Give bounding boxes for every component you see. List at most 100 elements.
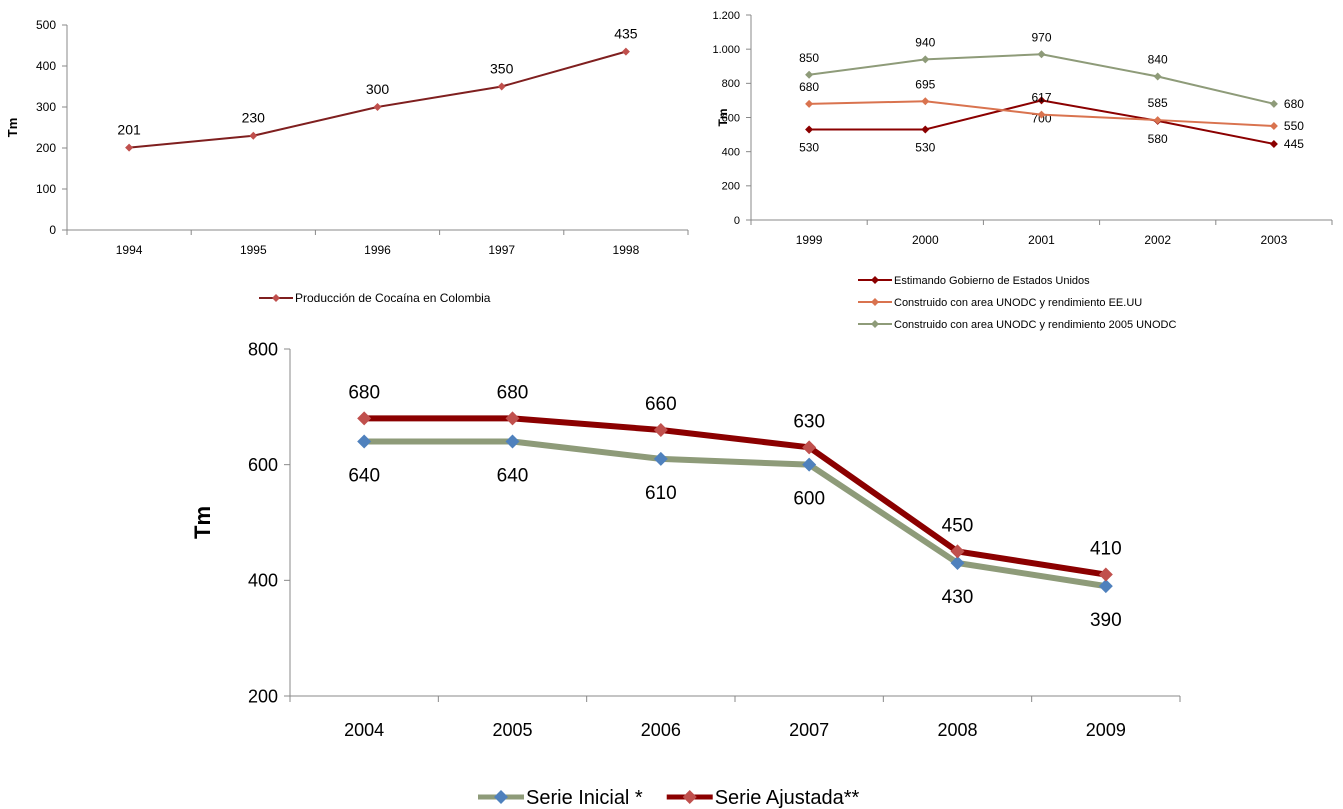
data-point xyxy=(1098,567,1113,582)
legend-swatch-marker xyxy=(272,294,280,302)
series-3: 850 940 970 840 680 xyxy=(799,30,1304,111)
data-point xyxy=(505,434,520,449)
data-label: 840 xyxy=(1148,53,1168,67)
series-line xyxy=(364,415,1107,578)
y-tick-label: 200 xyxy=(248,686,278,706)
data-point xyxy=(950,544,965,559)
y-tick-label: 800 xyxy=(248,339,278,359)
x-tick-label: 1996 xyxy=(364,243,391,257)
y-tick-label: 200 xyxy=(36,141,56,155)
legend-item: Estimando Gobierno de Estados Unidos xyxy=(858,275,1090,287)
legend: Producción de Cocaína en Colombia xyxy=(259,291,491,305)
x-tick-label: 2003 xyxy=(1261,233,1288,247)
y-tick-label: 300 xyxy=(36,100,56,114)
data-label: 680 xyxy=(497,382,529,403)
data-label: 970 xyxy=(1031,30,1051,44)
data-point xyxy=(1037,96,1046,105)
series-1: 530530700580445 xyxy=(799,96,1304,154)
data-label: 530 xyxy=(799,140,819,154)
legend-swatch-marker xyxy=(494,790,508,804)
data-point xyxy=(1269,139,1278,148)
data-point xyxy=(249,131,258,140)
legend-item: Serie Ajustada** xyxy=(666,787,859,809)
y-tick-label: 600 xyxy=(248,455,278,475)
x-tick-label: 2006 xyxy=(641,720,681,740)
y-tick-label: 400 xyxy=(248,571,278,591)
legend-item: Producción de Cocaína en Colombia xyxy=(259,291,491,305)
data-point xyxy=(1153,116,1162,125)
data-point xyxy=(921,55,930,64)
x-tick-label: 2004 xyxy=(344,720,384,740)
x-tick-label: 2001 xyxy=(1028,233,1055,247)
x-tick-label: 2008 xyxy=(937,720,977,740)
legend-item: Construido con area UNODC y rendimiento … xyxy=(858,297,1142,309)
data-label: 390 xyxy=(1090,610,1122,631)
data-label: 680 xyxy=(1284,97,1304,111)
data-label: 640 xyxy=(348,466,380,487)
data-point xyxy=(1269,122,1278,131)
y-tick-label: 400 xyxy=(722,147,740,159)
y-tick-label: 600 xyxy=(722,112,740,124)
series-1: 201 230 300 350 435 xyxy=(117,26,638,152)
data-label: 580 xyxy=(1148,132,1168,146)
data-point xyxy=(1037,110,1046,119)
y-tick-label: 0 xyxy=(734,215,740,227)
legend-swatch-marker xyxy=(682,790,697,804)
data-point xyxy=(125,143,134,152)
data-point xyxy=(653,422,668,437)
data-label: 680 xyxy=(348,382,380,403)
y-tick-label: 0 xyxy=(49,223,56,237)
data-point xyxy=(505,411,520,426)
data-point xyxy=(653,451,668,466)
y-tick-label: 500 xyxy=(36,18,56,32)
legend-label: Construido con area UNODC y rendimiento … xyxy=(894,297,1142,309)
data-point xyxy=(1153,72,1162,81)
data-point xyxy=(805,99,814,108)
data-point xyxy=(1269,99,1278,108)
data-label: 610 xyxy=(645,483,677,504)
legend-item: Construido con area UNODC y rendimiento … xyxy=(858,319,1177,331)
legend-swatch-marker xyxy=(871,276,879,284)
data-label: 850 xyxy=(799,51,819,65)
x-tick-label: 1997 xyxy=(488,243,515,257)
data-point xyxy=(1037,50,1046,59)
data-label: 435 xyxy=(614,26,638,42)
y-axis-title: Tm xyxy=(716,109,730,127)
data-point xyxy=(802,440,817,455)
data-label: 940 xyxy=(915,35,935,49)
chart-2: 0 200 400 600 800 1.000 1.200 1999 2000 2001 2002 2… xyxy=(712,10,1333,331)
legend: Estimando Gobierno de Estados Unidos Cons… xyxy=(858,275,1177,331)
data-label: 445 xyxy=(1284,137,1304,151)
series-2: 680 680 660 630 450 410 xyxy=(348,382,1122,582)
data-label: 617 xyxy=(1031,91,1051,105)
chart-3: 200 400 600 800 2004 2005 2006 2007 2008 2009 Tm 64… xyxy=(190,339,1181,809)
series-1: 640 640 610 600 430 390 xyxy=(348,434,1122,631)
legend-label: Producción de Cocaína en Colombia xyxy=(295,291,491,305)
series-line xyxy=(364,438,1107,590)
legend-swatch-marker xyxy=(871,298,879,306)
data-label: 530 xyxy=(915,140,935,154)
data-label: 430 xyxy=(942,587,974,608)
y-tick-label: 1.200 xyxy=(712,10,740,22)
data-point xyxy=(497,82,506,91)
data-point xyxy=(1098,579,1113,594)
x-tick-label: 1998 xyxy=(613,243,640,257)
data-point xyxy=(802,457,817,472)
data-label: 600 xyxy=(793,489,825,510)
data-label: 350 xyxy=(490,61,514,77)
data-point xyxy=(357,434,372,449)
legend-label: Estimando Gobierno de Estados Unidos xyxy=(894,275,1090,287)
data-point xyxy=(357,411,372,426)
x-tick-label: 2002 xyxy=(1144,233,1171,247)
y-tick-label: 800 xyxy=(722,78,740,90)
legend-label: Construido con area UNODC y rendimiento … xyxy=(894,319,1177,331)
data-label: 230 xyxy=(242,110,266,126)
y-tick-label: 200 xyxy=(722,181,740,193)
x-tick-label: 2009 xyxy=(1086,720,1126,740)
data-point xyxy=(373,103,382,111)
y-tick-label: 100 xyxy=(36,182,56,196)
data-point xyxy=(950,555,965,570)
legend-swatch-marker xyxy=(871,320,879,328)
x-tick-label: 1995 xyxy=(240,243,267,257)
data-label: 300 xyxy=(366,81,390,97)
